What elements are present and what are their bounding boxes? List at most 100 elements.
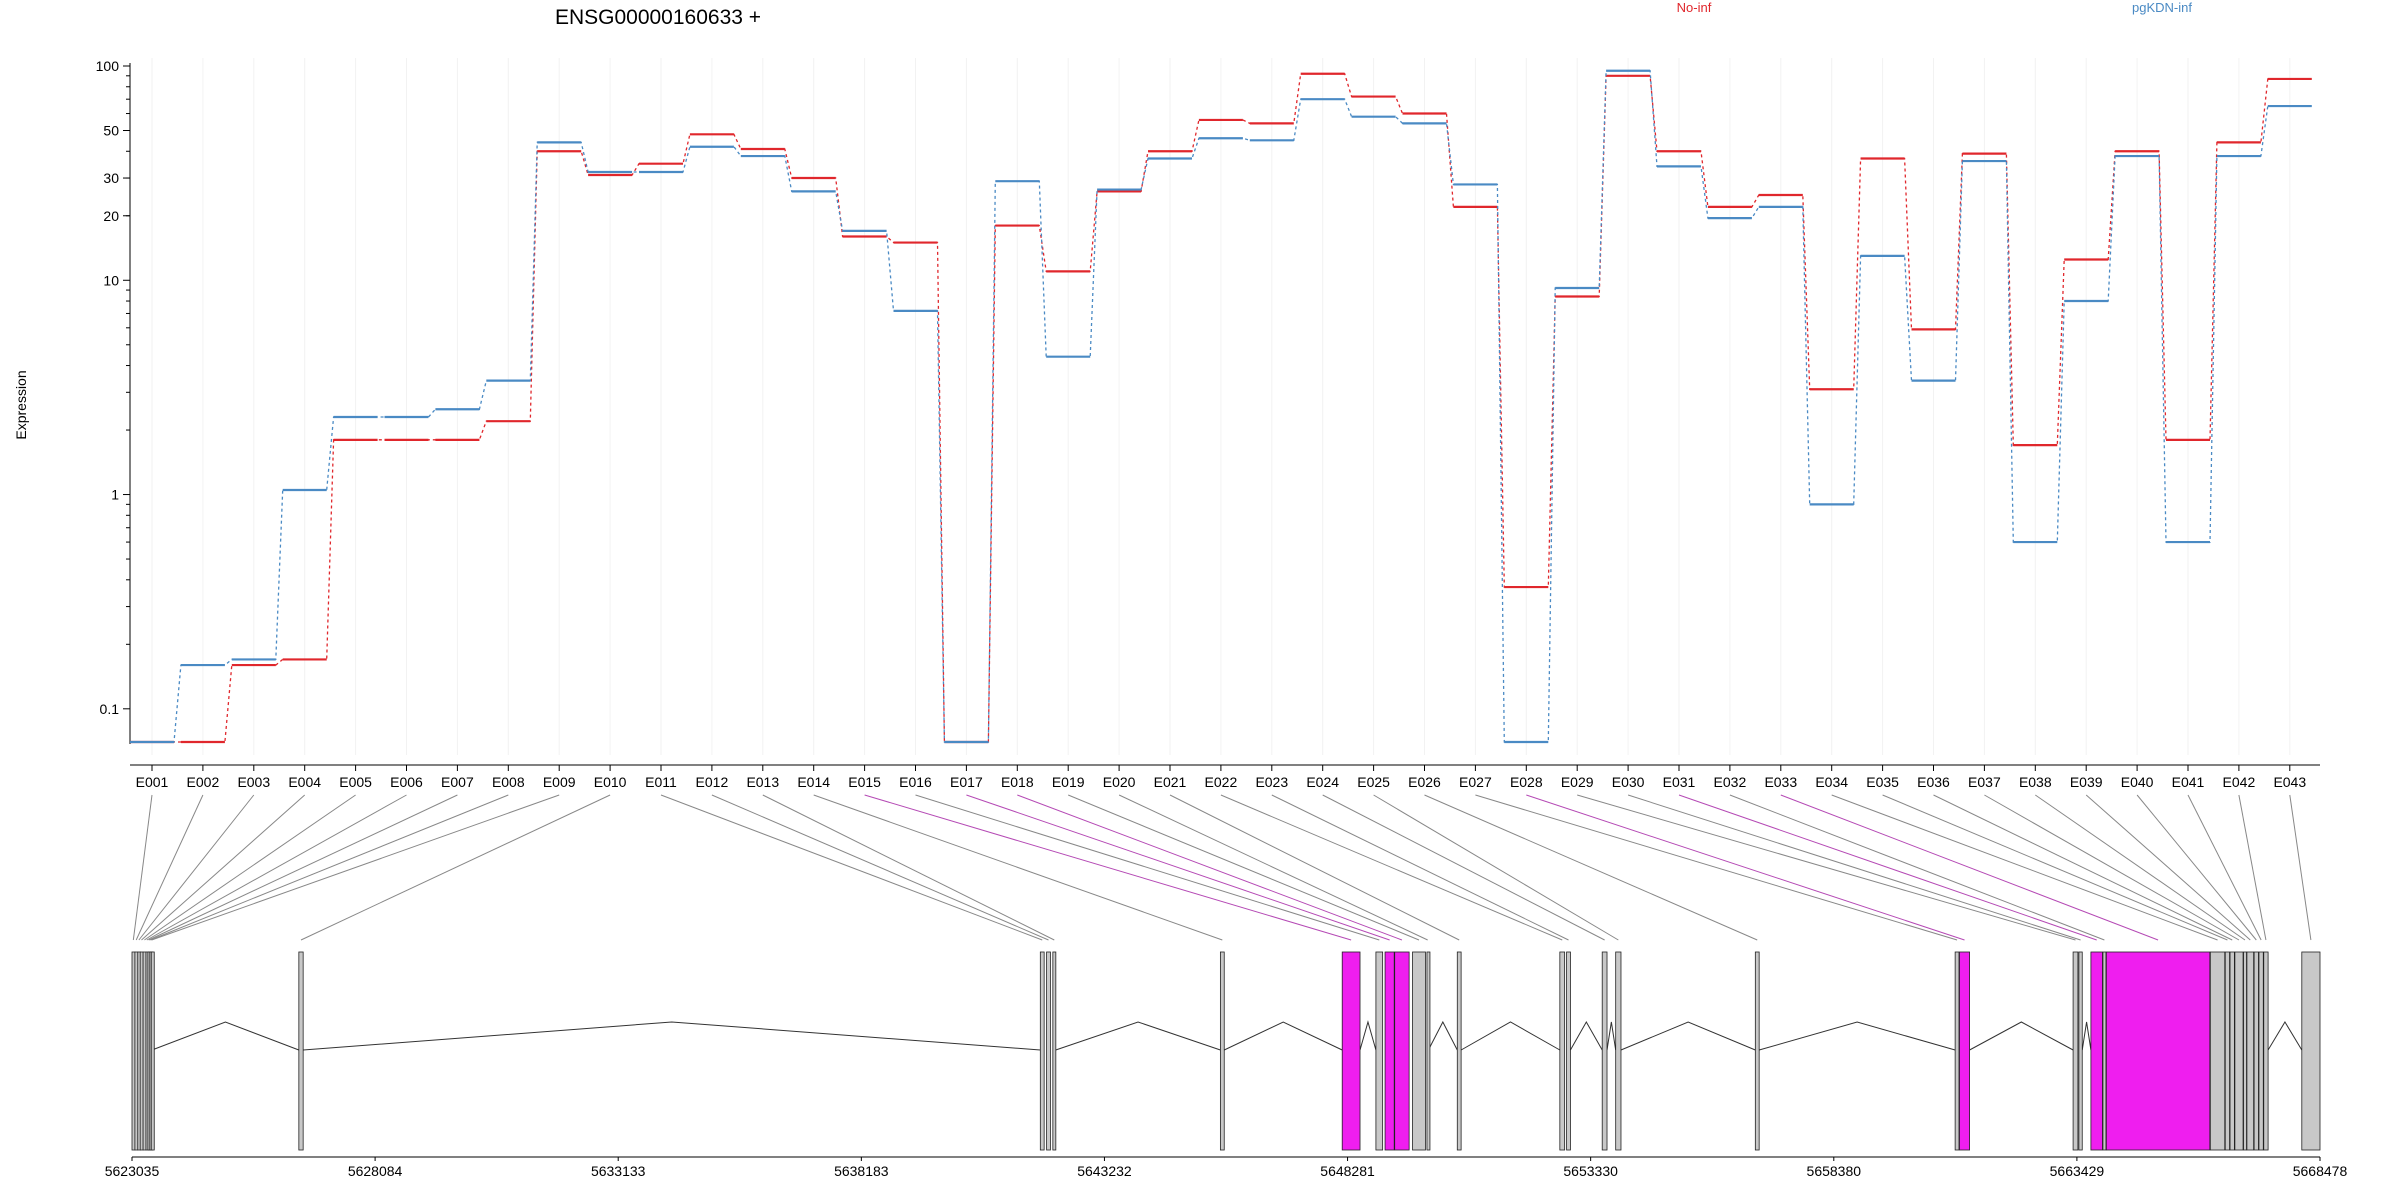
x-tick-label: E028 xyxy=(1510,774,1543,790)
x-tick-label: E038 xyxy=(2019,774,2052,790)
exon-e042 xyxy=(2263,951,2269,1151)
x-tick-label: E024 xyxy=(1306,774,1339,790)
intron xyxy=(2081,1021,2092,1051)
x-tick-label: E019 xyxy=(1052,774,1085,790)
x-tick-label: E014 xyxy=(797,774,830,790)
x-tick-label: E004 xyxy=(288,774,321,790)
y-tick-label: 30 xyxy=(103,170,119,186)
genome-tick-label: 5668478 xyxy=(2293,1163,2348,1179)
x-tick-label: E036 xyxy=(1917,774,1950,790)
exon-e010 xyxy=(298,951,304,1151)
y-axis: 100 50 30 20 10 1 0.1 xyxy=(96,58,131,744)
x-tick-label: E012 xyxy=(696,774,729,790)
exon-e025 xyxy=(1615,951,1622,1151)
exon-connector xyxy=(1577,794,2076,941)
series-no-inf xyxy=(130,72,2312,744)
exon-e018 xyxy=(1394,951,1410,1151)
intron xyxy=(1224,1021,1343,1051)
exon-connector xyxy=(1424,794,1758,941)
exon-e031 xyxy=(2090,951,2103,1151)
series-line xyxy=(130,73,2312,743)
intron xyxy=(1620,1021,1756,1051)
exon-connector xyxy=(2289,794,2312,941)
exon-connector xyxy=(1933,794,2233,941)
exon-e029 xyxy=(2072,951,2079,1151)
exon-e016 xyxy=(1375,951,1384,1151)
series-pgkdn-inf xyxy=(130,69,2312,744)
intron xyxy=(1427,1020,1458,1051)
exon-connector xyxy=(1984,794,2240,941)
exon-connector xyxy=(813,794,1223,941)
exon-e015 xyxy=(1341,951,1361,1151)
x-tick-label: E010 xyxy=(594,774,627,790)
exon-connector xyxy=(1882,794,2228,941)
exon-e020 xyxy=(1426,951,1431,1151)
exon-e013 xyxy=(1052,951,1057,1151)
exon-e039 xyxy=(2246,951,2255,1151)
genome-tick-label: 5658380 xyxy=(1807,1163,1862,1179)
exon-connector xyxy=(966,794,1390,941)
x-tick-label: E020 xyxy=(1103,774,1136,790)
y-tick-label: 50 xyxy=(103,123,119,139)
x-tick-label: E040 xyxy=(2121,774,2154,790)
x-tick-label: E015 xyxy=(848,774,881,790)
exon-e014 xyxy=(1219,951,1225,1151)
y-tick-label: 100 xyxy=(96,58,120,74)
exon-connector xyxy=(864,794,1352,941)
x-tick-label: E008 xyxy=(492,774,525,790)
genome-tick-label: 5653330 xyxy=(1563,1163,1618,1179)
exon-e017 xyxy=(1384,951,1395,1151)
exon-connector xyxy=(300,794,611,941)
exon-connector xyxy=(711,794,1049,941)
exon-e030 xyxy=(2078,951,2083,1151)
exon-connector xyxy=(132,794,153,941)
x-tick-label: E001 xyxy=(136,774,169,790)
exon-connector xyxy=(148,794,458,941)
genome-tick-label: 5628084 xyxy=(348,1163,403,1179)
y-tick-label: 10 xyxy=(103,272,119,288)
x-tick-label: E011 xyxy=(645,774,677,790)
exon-e022 xyxy=(1559,951,1566,1151)
y-tick-label: 20 xyxy=(103,208,119,224)
exon-e034 xyxy=(2209,951,2226,1151)
exon-e024 xyxy=(1601,951,1608,1151)
x-tick-label: E018 xyxy=(1001,774,1034,790)
exon-connectors xyxy=(132,794,2312,941)
x-tick-label: E009 xyxy=(543,774,576,790)
x-tick-label: E042 xyxy=(2223,774,2256,790)
exon-e019 xyxy=(1412,951,1426,1151)
exon-connector xyxy=(1627,794,2081,941)
exon-e023 xyxy=(1566,951,1571,1151)
genome-tick-label: 5663429 xyxy=(2050,1163,2105,1179)
exon-e032 xyxy=(2102,951,2107,1151)
x-tick-label: E017 xyxy=(950,774,983,790)
intron xyxy=(1569,1020,1603,1051)
x-tick-label: E021 xyxy=(1154,774,1187,790)
genome-tick-label: 5623035 xyxy=(105,1163,160,1179)
exon-e033 xyxy=(2105,951,2211,1151)
exon-connector xyxy=(141,794,306,941)
exon-connector xyxy=(150,794,509,941)
exon-connector xyxy=(2085,794,2251,941)
series-lines xyxy=(130,69,2312,744)
exon-e026 xyxy=(1754,951,1760,1151)
exon-e035 xyxy=(2224,951,2230,1151)
x-tick-label: E026 xyxy=(1408,774,1441,790)
exon-e037 xyxy=(2234,951,2244,1151)
exon-connector xyxy=(1373,794,1619,941)
series-line xyxy=(130,70,2312,743)
x-tick-label: E003 xyxy=(237,774,270,790)
y-tick-label: 1 xyxy=(111,487,119,503)
exon-connector xyxy=(1475,794,1958,941)
x-tick-label: E030 xyxy=(1612,774,1645,790)
x-tick-label: E002 xyxy=(187,774,220,790)
chart-title: ENSG00000160633 + xyxy=(555,6,761,29)
exon-connector xyxy=(915,794,1380,941)
exon-connector xyxy=(1322,794,1605,941)
exon-connector xyxy=(1831,794,2218,941)
exon-e038 xyxy=(2243,951,2247,1151)
exon-connector xyxy=(1526,794,1965,941)
exon-e012 xyxy=(1046,951,1051,1151)
exon-e011 xyxy=(1039,951,1045,1151)
